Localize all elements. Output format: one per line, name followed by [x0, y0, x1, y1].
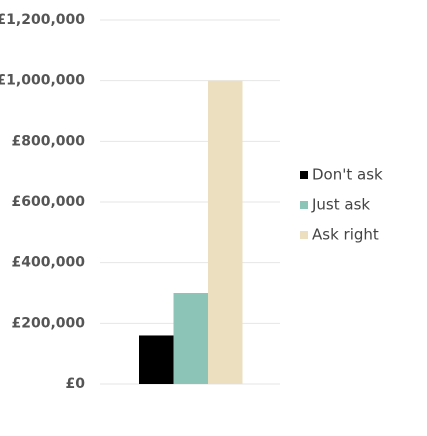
legend-swatch — [300, 201, 308, 209]
legend-swatch — [300, 171, 308, 179]
y-tick-label: £1,000,000 — [0, 73, 85, 89]
y-tick-label: £1,200,000 — [0, 12, 85, 28]
y-tick-label: £400,000 — [11, 255, 85, 271]
legend-label: Just ask — [311, 196, 370, 214]
bar — [208, 80, 243, 385]
bar — [173, 293, 208, 384]
y-tick-label: £200,000 — [11, 315, 85, 331]
y-tick-label: £0 — [66, 376, 86, 392]
legend-label: Ask right — [312, 226, 379, 244]
y-tick-label: £800,000 — [11, 133, 85, 149]
y-tick-label: £600,000 — [11, 194, 85, 210]
bar — [139, 335, 174, 384]
legend-swatch — [300, 231, 308, 239]
legend-label: Don't ask — [312, 166, 383, 184]
